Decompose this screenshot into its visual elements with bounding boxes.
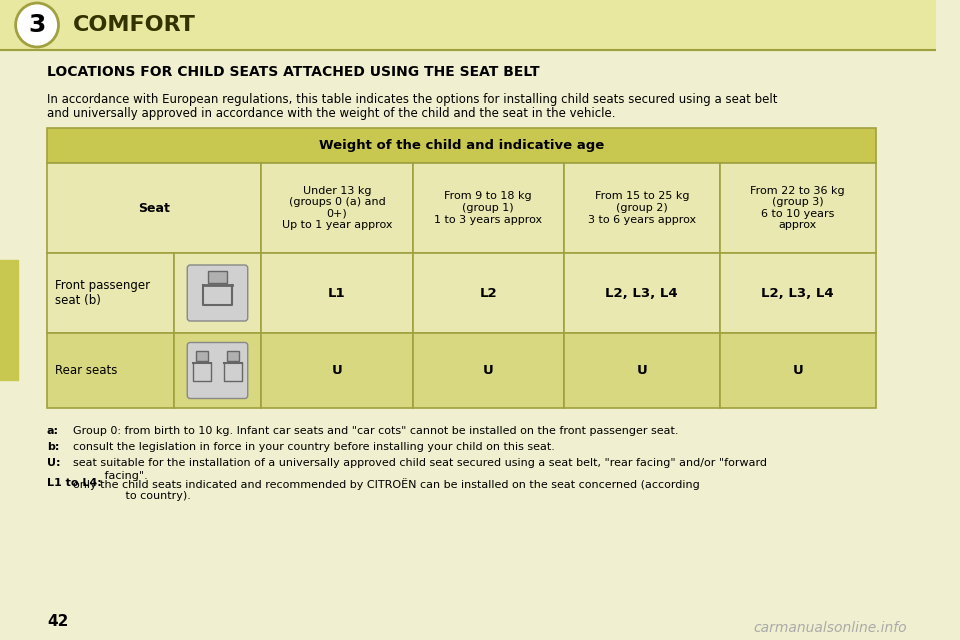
Text: From 22 to 36 kg
(group 3)
6 to 10 years
approx: From 22 to 36 kg (group 3) 6 to 10 years… (751, 186, 845, 230)
Text: Rear seats: Rear seats (55, 364, 117, 377)
Text: From 15 to 25 kg
(group 2)
3 to 6 years approx: From 15 to 25 kg (group 2) 3 to 6 years … (588, 191, 696, 225)
Bar (413, 163, 564, 253)
Text: seat suitable for the installation of a universally approved child seat secured : seat suitable for the installation of a … (73, 458, 767, 468)
Text: Front passenger
seat (b): Front passenger seat (b) (55, 279, 150, 307)
Bar (174, 333, 261, 408)
Bar (261, 253, 413, 333)
Circle shape (15, 3, 59, 47)
Bar (720, 333, 876, 408)
Text: consult the legislation in force in your country before installing your child on: consult the legislation in force in your… (73, 442, 555, 452)
Text: Seat: Seat (138, 202, 170, 214)
Text: L1: L1 (328, 287, 346, 300)
Text: U: U (636, 364, 647, 377)
Bar (0, 260, 17, 380)
Bar (0, 0, 936, 50)
Bar (720, 253, 876, 333)
Bar (564, 163, 720, 253)
Text: From 9 to 18 kg
(group 1)
1 to 3 years approx: From 9 to 18 kg (group 1) 1 to 3 years a… (434, 191, 542, 225)
Text: and universally approved in accordance with the weight of the child and the seat: and universally approved in accordance w… (47, 107, 615, 120)
Bar (413, 253, 564, 333)
Text: only the child seats indicated and recommended by CITROËN can be installed on th: only the child seats indicated and recom… (73, 478, 700, 490)
Text: Group 0: from birth to 10 kg. Infant car seats and "car cots" cannot be installe: Group 0: from birth to 10 kg. Infant car… (73, 426, 679, 436)
Bar (207, 271, 228, 283)
Bar (47, 253, 174, 333)
Text: LOCATIONS FOR CHILD SEATS ATTACHED USING THE SEAT BELT: LOCATIONS FOR CHILD SEATS ATTACHED USING… (47, 65, 540, 79)
Text: Weight of the child and indicative age: Weight of the child and indicative age (319, 139, 604, 152)
Text: to country).: to country). (73, 491, 191, 501)
Text: 42: 42 (47, 614, 68, 630)
Text: COMFORT: COMFORT (73, 15, 196, 35)
Bar (174, 253, 261, 333)
Text: a:: a: (47, 426, 59, 436)
Bar (564, 253, 720, 333)
Text: 3: 3 (29, 13, 46, 37)
Text: L2, L3, L4: L2, L3, L4 (761, 287, 834, 300)
Text: U:: U: (47, 458, 60, 468)
Bar (47, 333, 174, 408)
Text: facing".: facing". (73, 471, 148, 481)
FancyBboxPatch shape (187, 342, 248, 399)
Bar (261, 333, 413, 408)
Text: b:: b: (47, 442, 60, 452)
Text: L1 to L4:: L1 to L4: (47, 478, 102, 488)
Bar (47, 163, 261, 253)
Text: L2: L2 (479, 287, 497, 300)
Bar (564, 333, 720, 408)
Bar (228, 351, 239, 360)
Bar (720, 163, 876, 253)
Text: L2, L3, L4: L2, L3, L4 (606, 287, 678, 300)
Text: U: U (792, 364, 804, 377)
Text: In accordance with European regulations, this table indicates the options for in: In accordance with European regulations,… (47, 93, 778, 106)
Text: carmanualsonline.info: carmanualsonline.info (754, 621, 907, 635)
Text: Under 13 kg
(groups 0 (a) and
0+)
Up to 1 year approx: Under 13 kg (groups 0 (a) and 0+) Up to … (281, 186, 393, 230)
Bar (196, 351, 207, 360)
Bar (413, 333, 564, 408)
Text: U: U (331, 364, 343, 377)
FancyBboxPatch shape (187, 265, 248, 321)
Text: U: U (483, 364, 493, 377)
Bar (47, 128, 876, 163)
Bar (261, 163, 413, 253)
